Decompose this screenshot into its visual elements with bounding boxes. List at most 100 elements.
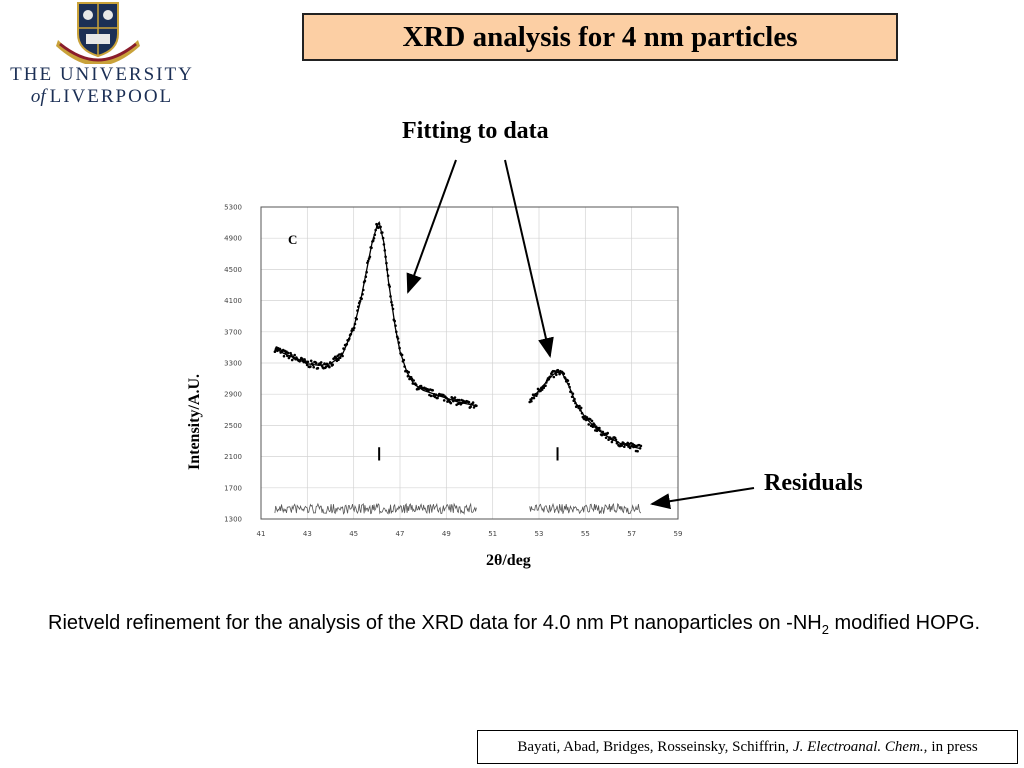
data-point: [574, 401, 577, 405]
data-point: [373, 233, 377, 237]
data-point: [591, 425, 595, 429]
data-point: [365, 270, 368, 274]
data-point: [397, 341, 401, 344]
data-point: [382, 243, 386, 246]
data-point: [319, 361, 323, 364]
data-point: [286, 354, 289, 358]
y-tick-label: 3300: [224, 360, 242, 368]
data-point: [375, 222, 378, 226]
residual-line: [274, 502, 477, 515]
data-point: [366, 259, 370, 263]
data-point: [568, 385, 571, 389]
data-point: [540, 388, 544, 391]
data-point: [311, 363, 315, 367]
data-point: [306, 360, 310, 364]
data-point: [412, 379, 416, 382]
x-tick-label: 51: [488, 530, 497, 538]
x-tick-label: 55: [581, 530, 590, 538]
caption-text-2: modified HOPG.: [828, 612, 981, 634]
data-point: [309, 359, 313, 363]
data-point: [347, 337, 351, 341]
data-point: [341, 354, 344, 358]
data-point: [345, 342, 349, 346]
data-point: [391, 307, 395, 311]
fit-lines: [274, 220, 642, 450]
data-point: [414, 383, 418, 387]
data-point: [628, 446, 632, 450]
data-point: [384, 255, 387, 259]
data-point: [389, 295, 392, 298]
reflection-markers: [378, 447, 559, 461]
data-point: [623, 445, 626, 449]
data-point: [577, 406, 580, 410]
data-point: [402, 358, 406, 362]
y-axis-label: Intensity/A.U.: [186, 373, 203, 470]
data-point: [604, 436, 608, 440]
reference-box: Bayati, Abad, Bridges, Rosseinsky, Schif…: [477, 730, 1018, 764]
data-points: [273, 222, 643, 453]
data-point: [290, 353, 293, 357]
slide-title-text: XRD analysis for 4 nm particles: [402, 20, 798, 53]
data-point: [442, 393, 445, 397]
fit-arrow-left: [406, 159, 457, 294]
data-point: [370, 246, 373, 250]
x-tick-label: 41: [257, 530, 266, 538]
data-point: [356, 309, 359, 312]
university-logo: THE UNIVERSITY of LIVERPOOL: [0, 0, 205, 118]
y-tick-label: 5300: [224, 204, 242, 212]
crest-icon: [56, 2, 140, 66]
panel-label: C: [288, 232, 297, 247]
data-point: [442, 399, 446, 402]
fitting-annotation: Fitting to data: [402, 118, 549, 144]
data-point: [638, 447, 642, 450]
data-point: [328, 365, 331, 369]
data-point: [312, 365, 316, 369]
data-point: [364, 275, 368, 279]
data-point: [352, 328, 355, 332]
data-point: [580, 411, 584, 415]
data-point: [305, 363, 309, 367]
data-point: [590, 419, 594, 423]
y-tick-label: 1300: [224, 516, 242, 524]
data-point: [566, 379, 570, 383]
data-point: [337, 358, 340, 362]
data-point: [325, 362, 329, 366]
data-point: [467, 400, 471, 404]
y-tick-labels: 1300 1700 2100 2500 2900 3300 3700 4100 4500 4900…: [224, 204, 242, 524]
xrd-chart: 1300 1700 2100 2500 2900 3300 3700 4100 4500 4900…: [224, 159, 755, 538]
y-tick-label: 4500: [224, 266, 242, 274]
x-tick-label: 49: [442, 530, 451, 538]
university-name: LIVERPOOL: [49, 86, 174, 107]
reference-status: in press: [931, 738, 978, 755]
data-point: [555, 373, 558, 377]
data-point: [611, 438, 614, 442]
data-point: [453, 396, 457, 399]
residuals-annotation: Residuals: [764, 470, 863, 496]
data-point: [429, 394, 433, 398]
data-point: [601, 430, 605, 434]
data-point: [381, 236, 385, 240]
x-tick-label: 53: [535, 530, 544, 538]
data-point: [636, 449, 639, 453]
plot-frame: [260, 206, 679, 520]
data-point: [293, 353, 297, 357]
data-point: [390, 300, 393, 304]
data-point: [352, 326, 356, 330]
data-point: [562, 372, 566, 376]
data-point: [457, 398, 461, 402]
x-axis-label: 2θ/deg: [486, 552, 531, 569]
data-point: [558, 372, 561, 376]
data-point: [343, 347, 346, 351]
data-point: [452, 399, 455, 403]
y-tick-label: 4100: [224, 297, 242, 305]
data-point: [549, 375, 552, 378]
data-point: [372, 237, 376, 240]
data-point: [610, 440, 614, 444]
data-point: [616, 441, 619, 444]
data-point: [449, 401, 453, 405]
data-point: [394, 324, 397, 328]
data-point: [573, 397, 576, 401]
data-point: [587, 423, 590, 426]
data-point: [385, 261, 388, 265]
data-point: [639, 444, 643, 448]
